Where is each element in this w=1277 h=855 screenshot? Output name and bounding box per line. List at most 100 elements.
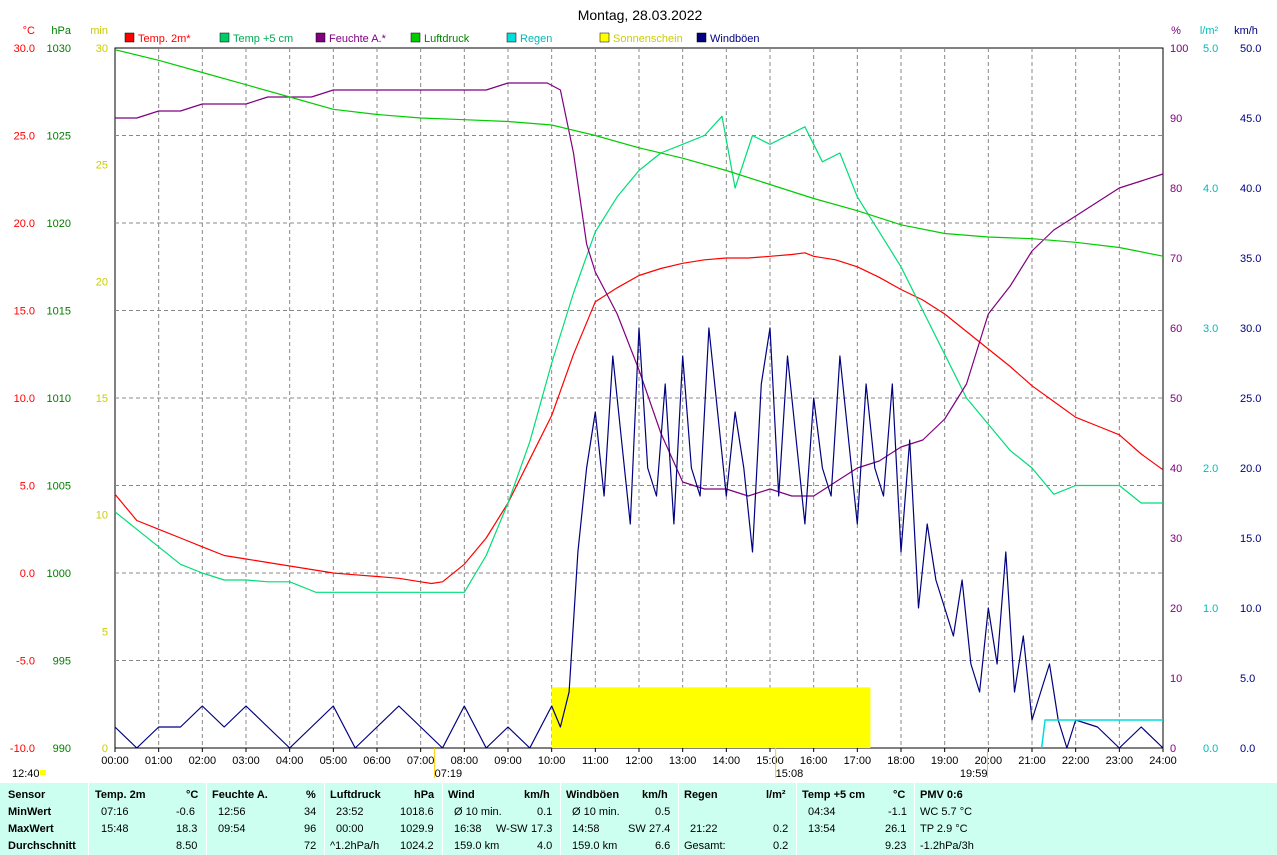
- rain-axis-tick-label: 2.0: [1203, 463, 1218, 475]
- pressure-axis-tick-label: 1025: [47, 131, 71, 143]
- max-wind-value: 17.3: [531, 823, 553, 835]
- rain-axis-unit: l/m²: [1200, 25, 1219, 37]
- x-tick-label: 11:00: [582, 755, 609, 767]
- sunshine-axis-tick-label: 25: [96, 160, 108, 172]
- min-t5-time: 04:34: [808, 806, 836, 818]
- x-tick-label: 07:00: [407, 755, 435, 767]
- x-tick-label: 03:00: [232, 755, 260, 767]
- sunshine-axis-tick-label: 10: [96, 510, 108, 522]
- humidity-axis-tick-label: 90: [1170, 113, 1182, 125]
- avg-t5-value: 9.23: [885, 840, 907, 852]
- pressure-axis-unit: hPa: [51, 25, 71, 37]
- max-hum-value: 96: [304, 823, 317, 835]
- wind-axis-tick-label: 25.0: [1240, 393, 1261, 405]
- sunshine-axis-tick-label: 20: [96, 276, 108, 288]
- marker-label: 07:19: [435, 768, 463, 780]
- row-avg-label: Durchschnitt: [8, 840, 76, 852]
- min-temp-time: 07:16: [101, 806, 129, 818]
- pressure-axis-tick-label: 1020: [47, 218, 71, 230]
- hdr-wind: Wind: [448, 789, 475, 801]
- legend-label: Regen: [520, 33, 552, 45]
- x-tick-label: 06:00: [363, 755, 391, 767]
- hdr-wind-unit: km/h: [524, 789, 550, 801]
- time-markers: 12:40 07:19 15:08 19:59: [12, 748, 988, 780]
- avg-hum-value: 72: [304, 840, 317, 852]
- hdr-temp: Temp. 2m: [95, 789, 146, 801]
- sunshine-axis-unit: min: [90, 25, 108, 37]
- avg-wind-run: 159.0 km: [454, 840, 500, 852]
- x-tick-label: 14:00: [713, 755, 741, 767]
- pressure-axis-tick-label: 1000: [47, 568, 71, 580]
- row-min-label: MinWert: [8, 806, 52, 818]
- rain-axis-tick-label: 1.0: [1203, 603, 1218, 615]
- temp-axis-tick-label: -5.0: [16, 656, 35, 668]
- x-tick-label: 20:00: [975, 755, 1003, 767]
- hdr-t5: Temp +5 cm: [802, 789, 866, 801]
- legend-label: Temp. 2m*: [138, 33, 191, 45]
- min-wind-label: Ø 10 min.: [454, 806, 502, 818]
- sunshine-axis-tick-label: 30: [96, 43, 108, 55]
- pressure-axis-tick-label: 1030: [47, 43, 71, 55]
- humidity-axis-tick-label: 50: [1170, 393, 1182, 405]
- pressure-axis-tick-label: 990: [53, 743, 71, 755]
- max-t5-time: 13:54: [808, 823, 836, 835]
- wind-axis-tick-label: 35.0: [1240, 253, 1261, 265]
- marker-label: 19:59: [960, 768, 988, 780]
- legend-label: Feuchte A.*: [329, 33, 387, 45]
- max-hum-time: 09:54: [218, 823, 246, 835]
- series-pressure: [114, 49, 1164, 257]
- legend-swatch: [506, 32, 517, 43]
- rain-axis-tick-label: 0.0: [1203, 743, 1218, 755]
- x-tick-label: 13:00: [669, 755, 697, 767]
- humidity-axis-tick-label: 30: [1170, 533, 1182, 545]
- avg-press-trend: ^1.2hPa/h: [330, 840, 380, 852]
- x-tick-label: 04:00: [276, 755, 304, 767]
- temp-axis-tick-label: 15.0: [14, 306, 35, 318]
- humidity-axis-tick-label: 20: [1170, 603, 1182, 615]
- min-t5-value: -1.1: [888, 806, 907, 818]
- x-tick-label: 24:00: [1149, 755, 1177, 767]
- hdr-sensor: Sensor: [8, 789, 46, 801]
- x-tick-label: 19:00: [931, 755, 959, 767]
- x-tick-label: 22:00: [1062, 755, 1090, 767]
- pressure-axis-tick-label: 1015: [47, 306, 71, 318]
- max-pmv: TP 2.9 °C: [920, 823, 968, 835]
- stats-table: Sensor Temp. 2m °C Feuchte A. % Luftdruc…: [0, 783, 1277, 855]
- legend-swatch: [599, 32, 610, 43]
- legend-label: Windböen: [710, 33, 760, 45]
- chart-title: Montag, 28.03.2022: [578, 7, 703, 23]
- hdr-hum-unit: %: [306, 789, 316, 801]
- series-temp5cm: [114, 115, 1163, 593]
- avg-press-value: 1024.2: [400, 840, 434, 852]
- rain-axis-tick-label: 3.0: [1203, 323, 1218, 335]
- x-tick-label: 02:00: [189, 755, 217, 767]
- humidity-axis-tick-label: 10: [1170, 673, 1182, 685]
- max-rain-time: 21:22: [690, 823, 718, 835]
- x-tick-label: 05:00: [320, 755, 348, 767]
- max-gust-dir: SW: [628, 823, 646, 835]
- x-tick-label: 16:00: [800, 755, 828, 767]
- x-tick-label: 15:00: [756, 755, 784, 767]
- humidity-axis-tick-label: 40: [1170, 463, 1182, 475]
- series-gusts: [114, 327, 1164, 749]
- hdr-gust: Windböen: [566, 789, 620, 801]
- temp-axis-tick-label: 30.0: [14, 43, 35, 55]
- sunshine-axis-tick-label: 0: [102, 743, 108, 755]
- marker-sun: [40, 770, 46, 775]
- max-press-value: 1029.9: [400, 823, 434, 835]
- legend-swatch: [696, 32, 707, 43]
- x-tick-label: 23:00: [1106, 755, 1134, 767]
- hdr-press: Luftdruck: [330, 789, 381, 801]
- avg-pmv: -1.2hPa/3h: [920, 840, 974, 852]
- pressure-axis-tick-label: 995: [53, 656, 71, 668]
- temp-axis-tick-label: 10.0: [14, 393, 35, 405]
- series-rain: [1040, 719, 1163, 749]
- humidity-axis-tick-label: 100: [1170, 43, 1188, 55]
- legend-swatch: [219, 32, 230, 43]
- temp-axis-tick-label: -10.0: [10, 743, 35, 755]
- hdr-gust-unit: km/h: [642, 789, 668, 801]
- marker-label: 15:08: [776, 768, 804, 780]
- max-temp-time: 15:48: [101, 823, 129, 835]
- legend: Temp. 2m* Temp +5 cm Feuchte A.* Luftdruck R…: [124, 32, 760, 45]
- sunshine-layer: [551, 687, 871, 748]
